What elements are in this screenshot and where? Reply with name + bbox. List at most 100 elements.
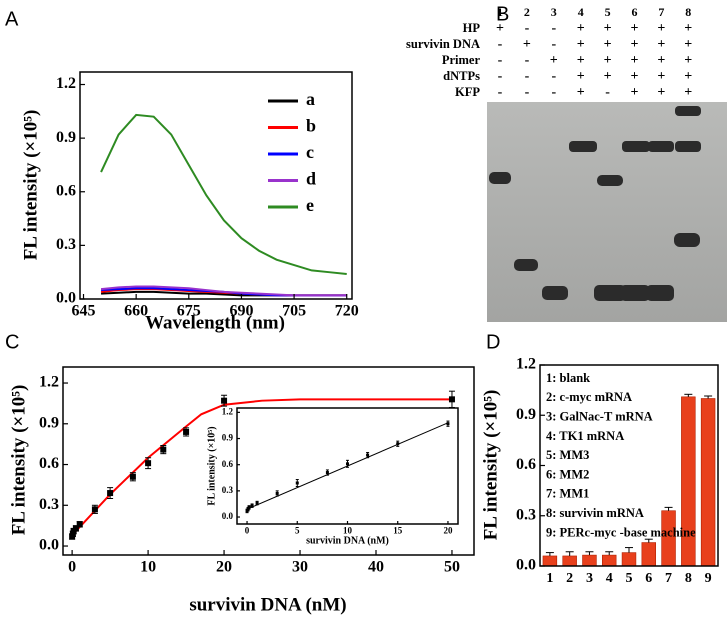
row-label: survivin DNA [406, 37, 480, 51]
bar [641, 542, 656, 567]
cell-sign: + [631, 53, 639, 68]
inset-x-label: survivin DNA (nM) [306, 535, 389, 546]
y-tick-label: 0.3 [56, 236, 76, 253]
x-tick-label: 660 [124, 302, 148, 319]
y-tick-label: 0.0 [516, 557, 536, 574]
cell-sign: - [498, 53, 503, 68]
plot-frame [79, 71, 353, 300]
y-axis-label: FL intensity (×10⁵) [8, 385, 29, 536]
x-axis-label: Wavelength (nm) [145, 312, 285, 333]
x-tick-label: 9 [705, 571, 712, 586]
cell-sign: - [525, 53, 530, 68]
plot-frame [62, 366, 475, 556]
y-tick-label: 0.9 [39, 414, 59, 431]
x-tick-label: 8 [685, 571, 692, 586]
cell-sign: + [604, 21, 612, 36]
y-tick-label: 0.6 [516, 456, 536, 473]
lane-number: 2 [524, 5, 530, 19]
x-tick-label: 7 [665, 571, 672, 586]
cell-sign: + [604, 53, 612, 68]
cell-sign: + [604, 37, 612, 52]
row-label: KFP [455, 85, 480, 99]
cell-sign: + [631, 69, 639, 84]
cell-sign: + [550, 53, 558, 68]
row-label: HP [463, 21, 481, 35]
data-point [107, 490, 114, 497]
data-point [91, 506, 98, 513]
x-tick-label: 1 [546, 571, 553, 586]
cell-sign: - [525, 69, 530, 84]
x-tick-label: 0 [68, 558, 76, 575]
cell-sign: + [577, 69, 585, 84]
cell-sign: + [657, 85, 665, 100]
legend-label: b [306, 116, 316, 136]
y-tick-label: 0.6 [222, 459, 234, 469]
cell-sign: - [525, 85, 530, 100]
cell-sign: + [684, 69, 692, 84]
bar [621, 552, 637, 567]
cell-sign: + [604, 69, 612, 84]
y-tick-label: 0.3 [39, 496, 59, 513]
cell-sign: + [577, 21, 585, 36]
x-tick-label: 675 [177, 302, 201, 319]
x-tick-label: 15 [393, 525, 403, 535]
legend-label: 5: MM3 [546, 448, 589, 462]
data-point [275, 491, 279, 495]
legend-label: d [306, 169, 316, 189]
cell-sign: - [551, 85, 556, 100]
x-tick-label: 50 [444, 558, 460, 575]
cell-sign: + [684, 37, 692, 52]
data-point [250, 504, 254, 508]
line-series [100, 285, 347, 297]
x-tick-label: 5 [626, 571, 633, 586]
legend-label: 1: blank [546, 371, 590, 385]
y-tick-label: 0.0 [56, 290, 76, 307]
panel-label: A [5, 8, 19, 30]
cell-sign: - [498, 85, 503, 100]
y-axis-label: FL intensity (×10⁵) [480, 390, 501, 541]
x-tick-label: 645 [72, 302, 96, 319]
fit-curve [71, 398, 452, 536]
y-tick-label: 0.6 [39, 455, 59, 472]
lane-number: 1 [497, 5, 503, 19]
x-tick-label: 6 [645, 571, 652, 586]
legend-label: 3: GalNac-T mRNA [546, 409, 653, 423]
x-tick-label: 20 [443, 525, 453, 535]
data-point [183, 428, 190, 435]
data-point [72, 525, 79, 532]
cell-sign: + [657, 37, 665, 52]
y-tick-label: 0.9 [516, 406, 536, 423]
panel-label: D [486, 331, 500, 353]
x-tick-label: 2 [566, 571, 573, 586]
lane-number: 8 [685, 5, 691, 19]
y-tick-label: 1.2 [56, 75, 76, 92]
legend-label: 6: MM2 [546, 467, 589, 481]
cell-sign: - [498, 69, 503, 84]
panel-label: B [496, 3, 509, 25]
legend-label: c [306, 142, 314, 162]
y-tick-label: 0.6 [56, 182, 76, 199]
cell-sign: + [684, 53, 692, 68]
data-point [366, 453, 370, 457]
x-tick-label: 720 [335, 302, 359, 319]
line-series [100, 113, 347, 275]
x-tick-label: 705 [282, 302, 306, 319]
y-axis-label: FL intensity (×10⁵) [20, 110, 41, 261]
cell-sign: + [657, 69, 665, 84]
x-tick-label: 3 [586, 571, 593, 586]
cell-sign: - [605, 85, 610, 100]
x-tick-label: 690 [229, 302, 253, 319]
y-tick-label: 1.2 [516, 356, 536, 373]
row-label: dNTPs [443, 69, 480, 83]
x-tick-label: 20 [216, 558, 232, 575]
legend-label: 7: MM1 [546, 487, 589, 501]
panel-label: C [5, 331, 19, 353]
legend-label: 9: PERc-myc -base machine [546, 525, 696, 539]
bar [542, 555, 558, 567]
data-point [325, 471, 329, 475]
cell-sign: + [657, 53, 665, 68]
bar [700, 398, 716, 567]
x-axis-label: survivin DNA (nM) [189, 594, 346, 615]
y-tick-label: 1.2 [222, 406, 234, 416]
row-label: Primer [442, 53, 481, 67]
